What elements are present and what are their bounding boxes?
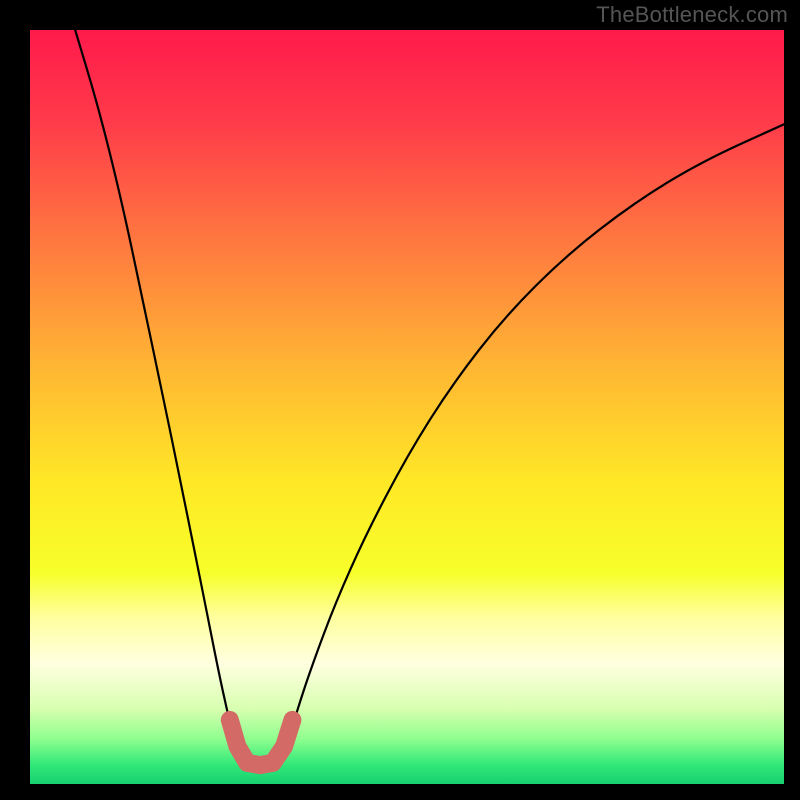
watermark-text: TheBottleneck.com xyxy=(596,2,788,28)
right-curve xyxy=(288,124,784,742)
left-curve xyxy=(75,30,235,743)
plot-area xyxy=(30,30,784,784)
chart-frame: TheBottleneck.com xyxy=(0,0,800,800)
chart-svg xyxy=(30,30,784,784)
valley-marker xyxy=(230,720,293,765)
